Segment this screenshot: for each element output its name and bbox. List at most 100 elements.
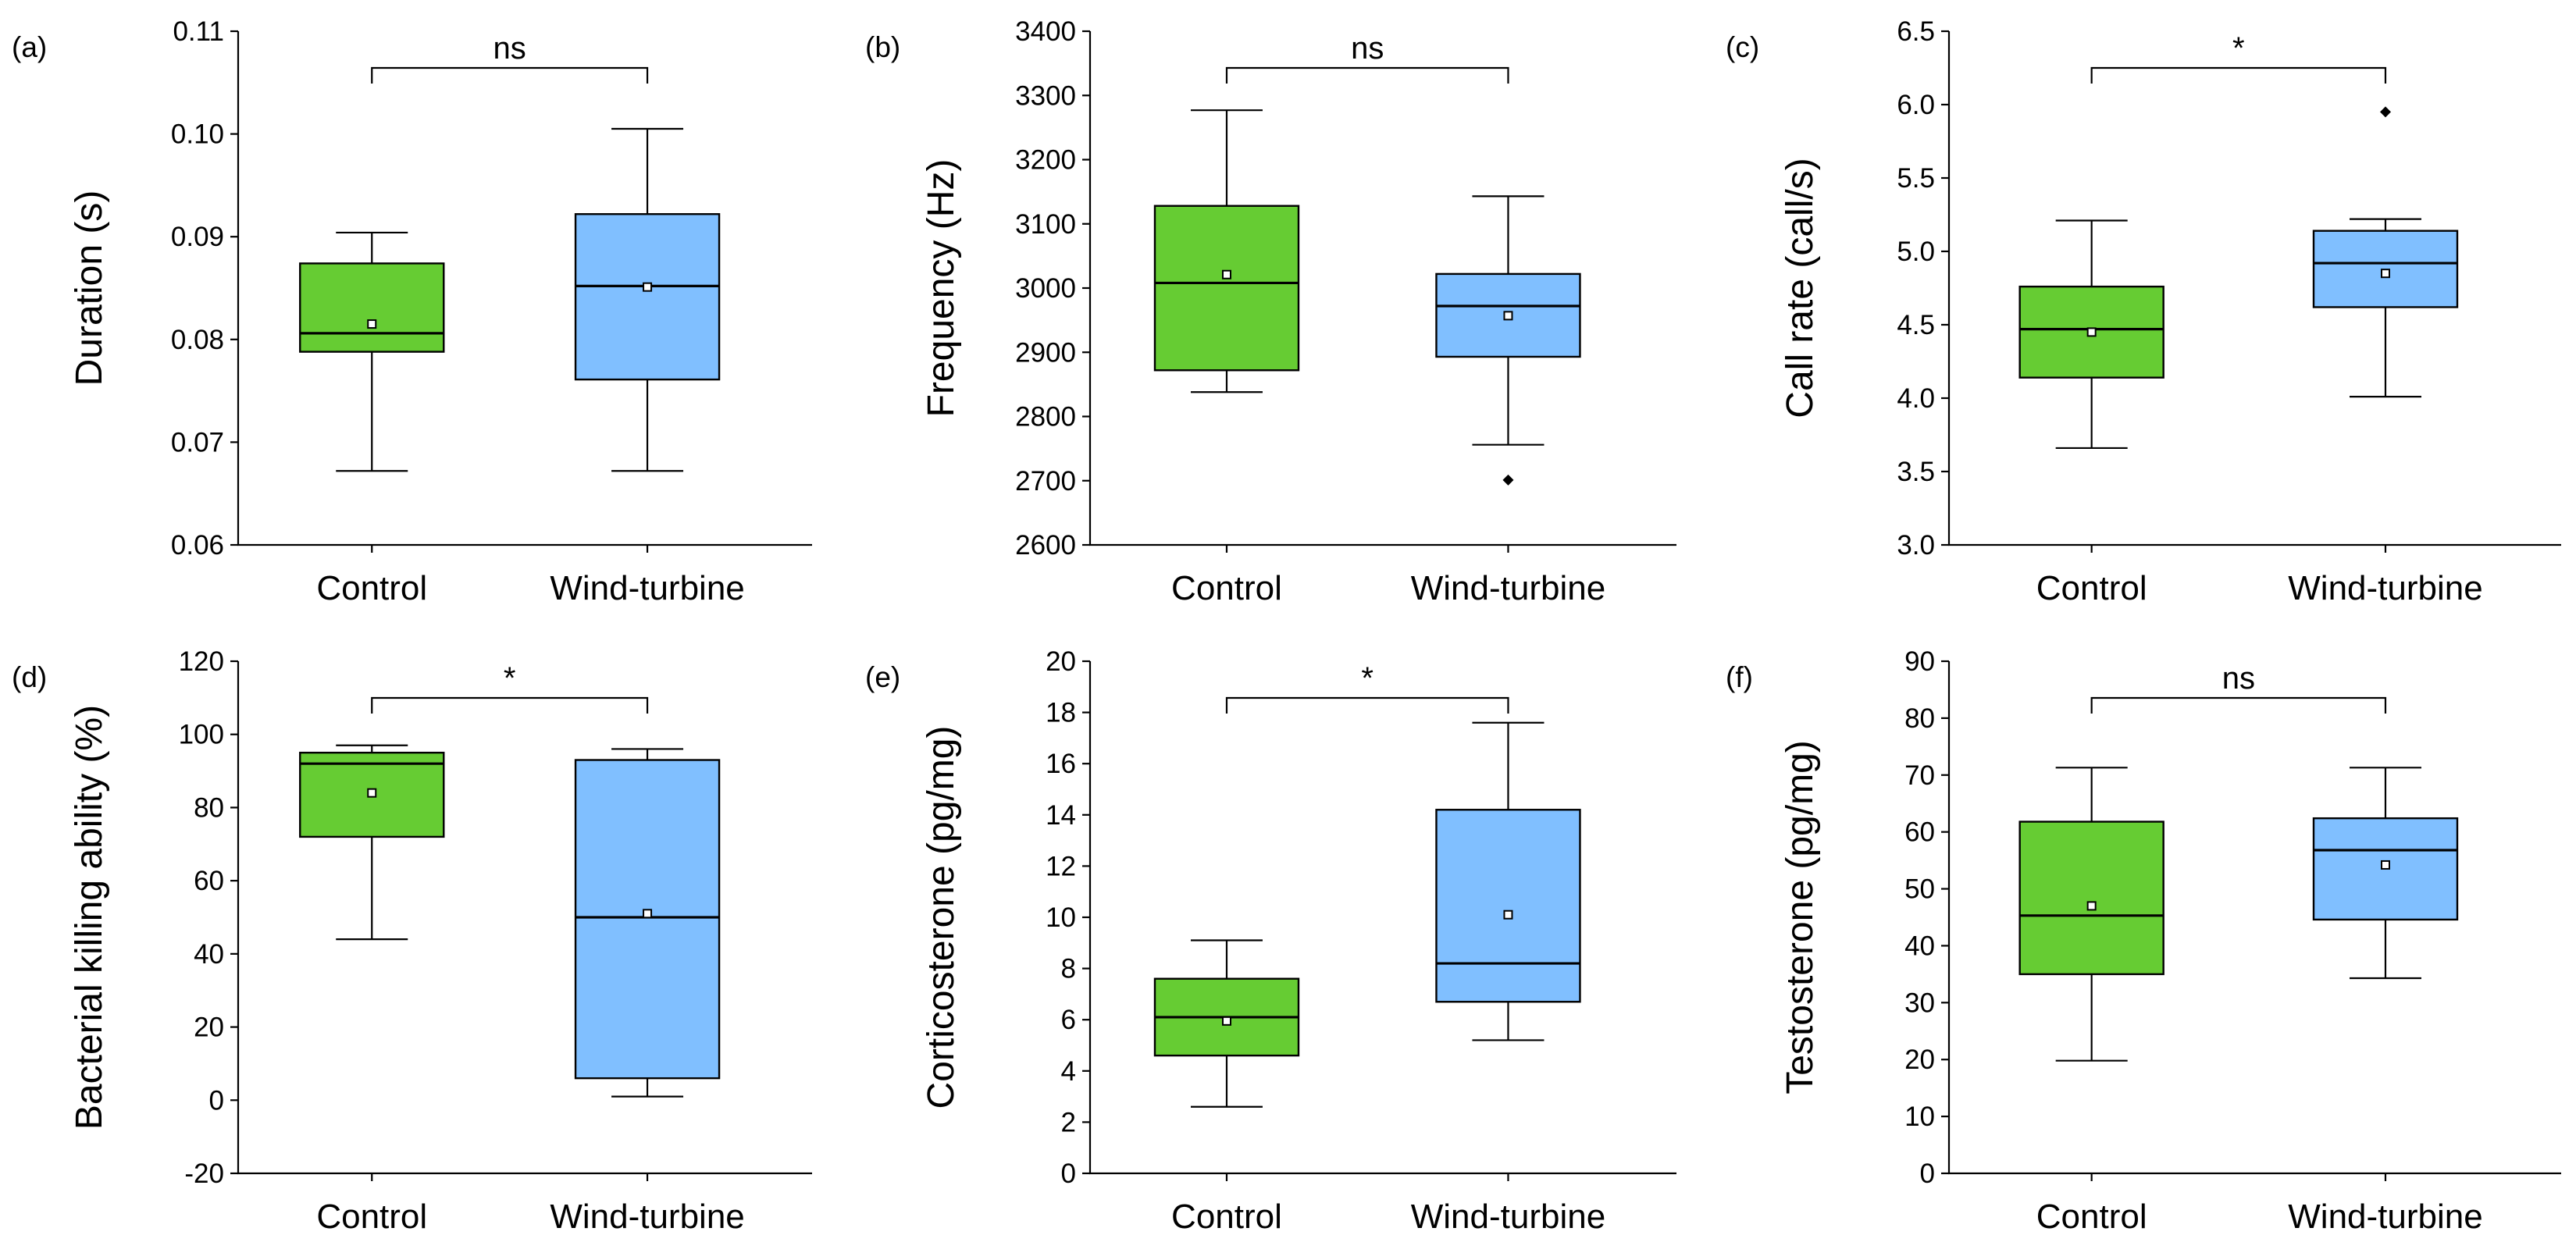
y-tick-label: 3.0 xyxy=(1897,530,1935,561)
x-tick-label: Wind-turbine xyxy=(1411,1198,1605,1236)
y-tick-label: 10 xyxy=(1046,902,1076,933)
y-axis-title: Call rate (call/s) xyxy=(1780,158,1821,418)
y-tick-label: 3100 xyxy=(1015,209,1076,240)
y-axis-title: Bacterial killing ability (%) xyxy=(69,705,110,1130)
y-tick-label: 2600 xyxy=(1015,530,1076,561)
y-tick-label: 60 xyxy=(1904,817,1935,848)
y-tick-label: 4 xyxy=(1061,1056,1076,1087)
panel-c: (c) 3.0 3.5 4.0 4.5 5.0 5.5 6.0 6.5 Call rate (ca… xyxy=(1726,16,2561,607)
y-tick-label: 12 xyxy=(1046,851,1076,881)
y-tick-label: 2900 xyxy=(1015,337,1076,368)
y-tick-label: 14 xyxy=(1046,800,1076,831)
box-iqr xyxy=(574,759,721,1080)
y-tick-label: 80 xyxy=(1904,703,1935,734)
y-tick-label: 0.07 xyxy=(171,427,224,457)
y-tick-label: 5.0 xyxy=(1897,237,1935,267)
y-tick-label: 3300 xyxy=(1015,80,1076,111)
significance-label: ns xyxy=(1351,31,1384,66)
y-axis-title: Corticosterone (pg/mg) xyxy=(921,726,962,1109)
panel-e: (e) 0 2 4 6 8 10 12 14 16 18 20 Corticosterone (pg/m… xyxy=(865,646,1676,1236)
x-tick-label: Control xyxy=(2036,1198,2147,1236)
y-tick-label: 50 xyxy=(1904,874,1935,905)
x-tick-label: Control xyxy=(2036,569,2147,607)
y-axis-title: Duration (s) xyxy=(69,190,110,386)
mean-marker xyxy=(643,282,653,292)
y-tick-label: 4.5 xyxy=(1897,310,1935,340)
panel-b: (b) 2600 2700 2800 2900 3000 3100 3200 3300 3400 F… xyxy=(865,16,1676,607)
x-tick-label: Wind-turbine xyxy=(550,1198,744,1236)
y-tick-label: 2800 xyxy=(1015,402,1076,432)
box-wind-turbine xyxy=(574,748,721,1098)
box-iqr xyxy=(1435,809,1581,1003)
y-tick-label: 90 xyxy=(1904,646,1935,677)
significance-label: ns xyxy=(2222,661,2255,696)
y-tick-label: 6.0 xyxy=(1897,90,1935,120)
y-tick-label: 30 xyxy=(1904,988,1935,1018)
mean-marker xyxy=(2086,327,2097,337)
mean-marker xyxy=(2086,901,2097,911)
panel-f: (f) 0 10 20 30 40 50 60 70 80 90 Testosterone (pg/m… xyxy=(1726,646,2561,1236)
significance-bracket xyxy=(371,66,649,84)
y-tick-label: 120 xyxy=(179,646,224,677)
mean-marker xyxy=(367,319,377,329)
y-tick-label: 0.11 xyxy=(173,16,224,47)
significance-bracket xyxy=(2090,696,2387,714)
significance-bracket xyxy=(2090,66,2387,84)
y-tick-label: 0.08 xyxy=(171,325,224,355)
y-tick-label: 3.5 xyxy=(1897,457,1935,487)
significance-bracket xyxy=(1225,66,1509,84)
y-tick-label: 6.5 xyxy=(1897,16,1935,47)
box-control xyxy=(299,744,445,941)
y-tick-label: 70 xyxy=(1904,760,1935,791)
box-wind-turbine xyxy=(1435,195,1581,486)
significance-label: * xyxy=(2232,31,2245,66)
significance-bracket xyxy=(371,696,649,714)
y-tick-label: 0 xyxy=(1920,1159,1935,1189)
y-tick-label: -20 xyxy=(184,1159,224,1189)
y-tick-label: 0.10 xyxy=(171,119,224,150)
axes xyxy=(237,661,812,1175)
y-tick-label: 0.06 xyxy=(171,530,224,561)
y-tick-label: 0 xyxy=(209,1085,224,1116)
x-tick-label: Control xyxy=(1171,1198,1282,1236)
y-tick-label: 3200 xyxy=(1015,145,1076,176)
mean-marker xyxy=(2380,860,2390,870)
box-wind-turbine xyxy=(2312,106,2459,398)
y-tick-label: 3000 xyxy=(1015,273,1076,304)
panel-label: (a) xyxy=(12,31,47,63)
mean-marker xyxy=(1221,269,1231,279)
x-tick-label: Wind-turbine xyxy=(2288,1198,2482,1236)
y-tick-label: 16 xyxy=(1046,749,1076,779)
y-tick-label: 20 xyxy=(194,1013,224,1043)
box-iqr xyxy=(299,262,445,353)
y-tick-label: 100 xyxy=(179,720,224,750)
y-tick-label: 40 xyxy=(194,939,224,970)
outlier-point xyxy=(2379,106,2391,118)
panel-label: (f) xyxy=(1726,661,1753,693)
x-tick-label: Wind-turbine xyxy=(1411,569,1605,607)
y-tick-label: 6 xyxy=(1061,1005,1076,1035)
y-tick-label: 20 xyxy=(1904,1045,1935,1075)
box-wind-turbine xyxy=(1435,721,1581,1041)
y-tick-label: 40 xyxy=(1904,931,1935,961)
panel-label: (b) xyxy=(865,31,900,63)
mean-marker xyxy=(367,788,377,798)
box-control xyxy=(1153,939,1300,1108)
y-axis-title: Testosterone (pg/mg) xyxy=(1780,740,1821,1094)
y-tick-label: 3400 xyxy=(1015,16,1076,47)
y-tick-label: 0 xyxy=(1061,1159,1076,1189)
box-control xyxy=(2018,767,2164,1062)
panel-label: (d) xyxy=(12,661,47,693)
y-tick-label: 4.0 xyxy=(1897,383,1935,414)
box-control xyxy=(2018,219,2164,450)
y-tick-label: 18 xyxy=(1046,698,1076,728)
y-tick-label: 2700 xyxy=(1015,466,1076,497)
significance-label: * xyxy=(1361,661,1374,696)
x-tick-label: Wind-turbine xyxy=(550,569,744,607)
y-tick-label: 0.09 xyxy=(171,222,224,252)
box-wind-turbine xyxy=(574,127,721,472)
x-tick-label: Control xyxy=(1171,569,1282,607)
y-tick-label: 20 xyxy=(1046,646,1076,677)
y-tick-label: 80 xyxy=(194,792,224,823)
y-tick-label: 60 xyxy=(194,866,224,896)
